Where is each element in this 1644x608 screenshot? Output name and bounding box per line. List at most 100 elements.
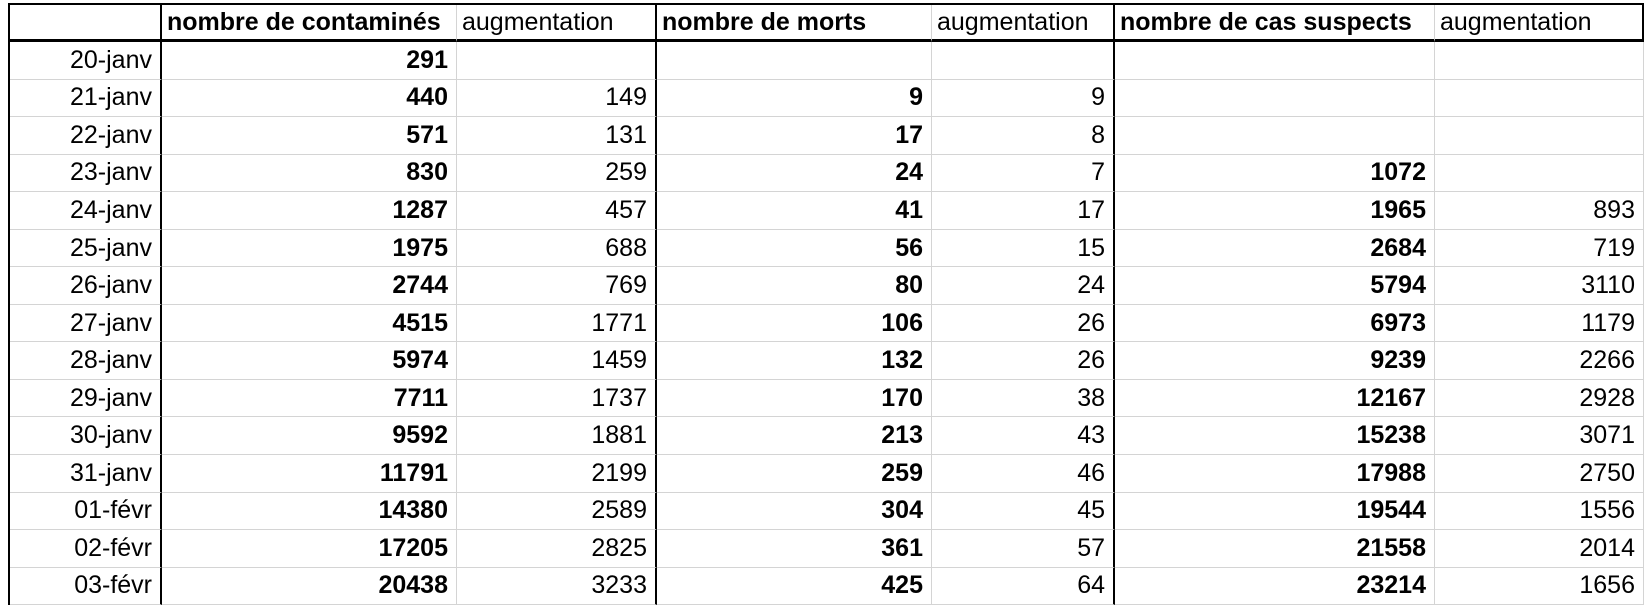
value-cell[interactable]: [1115, 42, 1435, 80]
value-cell[interactable]: 38: [932, 379, 1115, 418]
value-cell[interactable]: 15: [932, 229, 1115, 268]
value-cell[interactable]: 213: [657, 417, 932, 456]
value-cell[interactable]: 19544: [1115, 492, 1435, 531]
date-cell[interactable]: 27-janv: [10, 304, 162, 343]
value-cell[interactable]: [1115, 79, 1435, 118]
value-cell[interactable]: 26: [932, 342, 1115, 380]
value-cell[interactable]: 2589: [457, 492, 657, 531]
date-cell[interactable]: 01-févr: [10, 492, 162, 531]
value-cell[interactable]: 2928: [1435, 379, 1644, 418]
value-cell[interactable]: 9: [657, 79, 932, 118]
value-cell[interactable]: 106: [657, 304, 932, 343]
value-cell[interactable]: 425: [657, 567, 932, 606]
value-cell[interactable]: 1737: [457, 379, 657, 418]
value-cell[interactable]: 80: [657, 267, 932, 305]
column-header-cell[interactable]: nombre de cas suspects: [1115, 5, 1435, 42]
date-cell[interactable]: 02-févr: [10, 530, 162, 568]
value-cell[interactable]: 11791: [162, 455, 457, 493]
date-cell[interactable]: 26-janv: [10, 267, 162, 305]
value-cell[interactable]: 56: [657, 229, 932, 268]
value-cell[interactable]: 571: [162, 117, 457, 155]
value-cell[interactable]: 149: [457, 79, 657, 118]
value-cell[interactable]: 8: [932, 117, 1115, 155]
value-cell[interactable]: 1072: [1115, 154, 1435, 193]
value-cell[interactable]: 1771: [457, 304, 657, 343]
date-cell[interactable]: 24-janv: [10, 192, 162, 230]
value-cell[interactable]: 24: [657, 154, 932, 193]
date-cell[interactable]: 31-janv: [10, 455, 162, 493]
value-cell[interactable]: 830: [162, 154, 457, 193]
value-cell[interactable]: 2825: [457, 530, 657, 568]
value-cell[interactable]: 457: [457, 192, 657, 230]
value-cell[interactable]: 3110: [1435, 267, 1644, 305]
value-cell[interactable]: 64: [932, 567, 1115, 606]
value-cell[interactable]: 7711: [162, 379, 457, 418]
value-cell[interactable]: 3071: [1435, 417, 1644, 456]
value-cell[interactable]: 14380: [162, 492, 457, 531]
value-cell[interactable]: 259: [457, 154, 657, 193]
value-cell[interactable]: 688: [457, 229, 657, 268]
value-cell[interactable]: [457, 42, 657, 80]
column-header-cell[interactable]: augmentation: [932, 5, 1115, 42]
value-cell[interactable]: 43: [932, 417, 1115, 456]
value-cell[interactable]: 57: [932, 530, 1115, 568]
value-cell[interactable]: 1881: [457, 417, 657, 456]
value-cell[interactable]: 2199: [457, 455, 657, 493]
date-cell[interactable]: 28-janv: [10, 342, 162, 380]
value-cell[interactable]: 9592: [162, 417, 457, 456]
value-cell[interactable]: 17205: [162, 530, 457, 568]
value-cell[interactable]: 291: [162, 42, 457, 80]
value-cell[interactable]: 46: [932, 455, 1115, 493]
value-cell[interactable]: 132: [657, 342, 932, 380]
value-cell[interactable]: 20438: [162, 567, 457, 606]
value-cell[interactable]: 26: [932, 304, 1115, 343]
date-cell[interactable]: 22-janv: [10, 117, 162, 155]
value-cell[interactable]: 24: [932, 267, 1115, 305]
date-cell[interactable]: 30-janv: [10, 417, 162, 456]
value-cell[interactable]: [1435, 154, 1644, 193]
value-cell[interactable]: 131: [457, 117, 657, 155]
value-cell[interactable]: 21558: [1115, 530, 1435, 568]
value-cell[interactable]: 12167: [1115, 379, 1435, 418]
value-cell[interactable]: 1556: [1435, 492, 1644, 531]
value-cell[interactable]: 45: [932, 492, 1115, 531]
value-cell[interactable]: 23214: [1115, 567, 1435, 606]
value-cell[interactable]: 5794: [1115, 267, 1435, 305]
value-cell[interactable]: 2744: [162, 267, 457, 305]
value-cell[interactable]: 769: [457, 267, 657, 305]
value-cell[interactable]: 3233: [457, 567, 657, 606]
value-cell[interactable]: [1435, 117, 1644, 155]
value-cell[interactable]: 6973: [1115, 304, 1435, 343]
value-cell[interactable]: 9: [932, 79, 1115, 118]
value-cell[interactable]: 170: [657, 379, 932, 418]
value-cell[interactable]: 2684: [1115, 229, 1435, 268]
date-cell[interactable]: 20-janv: [10, 42, 162, 80]
date-cell[interactable]: 21-janv: [10, 79, 162, 118]
value-cell[interactable]: [1435, 42, 1644, 80]
value-cell[interactable]: 1287: [162, 192, 457, 230]
value-cell[interactable]: 893: [1435, 192, 1644, 230]
corner-header-cell[interactable]: [10, 5, 162, 42]
column-header-cell[interactable]: augmentation: [457, 5, 657, 42]
date-cell[interactable]: 03-févr: [10, 567, 162, 606]
value-cell[interactable]: 259: [657, 455, 932, 493]
value-cell[interactable]: 1975: [162, 229, 457, 268]
date-cell[interactable]: 25-janv: [10, 229, 162, 268]
value-cell[interactable]: 9239: [1115, 342, 1435, 380]
value-cell[interactable]: 17988: [1115, 455, 1435, 493]
column-header-cell[interactable]: nombre de morts: [657, 5, 932, 42]
value-cell[interactable]: 1179: [1435, 304, 1644, 343]
value-cell[interactable]: 304: [657, 492, 932, 531]
value-cell[interactable]: [657, 42, 932, 80]
value-cell[interactable]: 15238: [1115, 417, 1435, 456]
value-cell[interactable]: 17: [932, 192, 1115, 230]
value-cell[interactable]: 41: [657, 192, 932, 230]
value-cell[interactable]: 719: [1435, 229, 1644, 268]
value-cell[interactable]: [1435, 79, 1644, 118]
value-cell[interactable]: 2014: [1435, 530, 1644, 568]
value-cell[interactable]: 2266: [1435, 342, 1644, 380]
date-cell[interactable]: 23-janv: [10, 154, 162, 193]
column-header-cell[interactable]: nombre de contaminés: [162, 5, 457, 42]
date-cell[interactable]: 29-janv: [10, 379, 162, 418]
value-cell[interactable]: 1965: [1115, 192, 1435, 230]
